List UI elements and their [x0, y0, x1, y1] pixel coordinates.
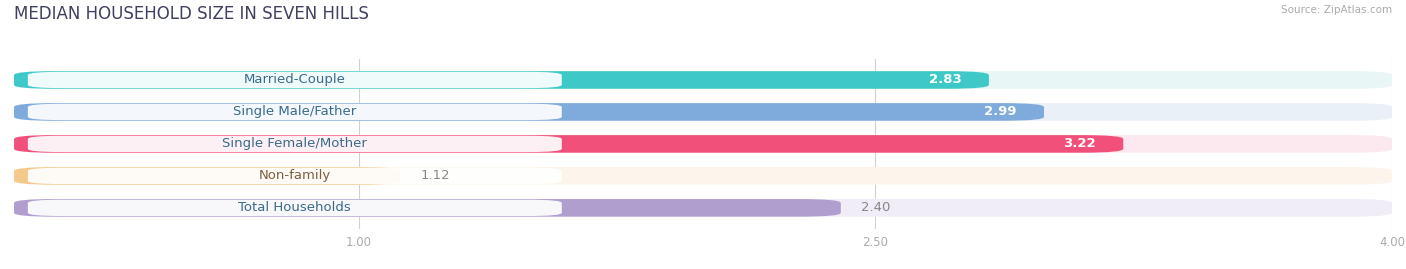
- Text: Non-family: Non-family: [259, 169, 330, 182]
- Text: Single Female/Mother: Single Female/Mother: [222, 137, 367, 150]
- FancyBboxPatch shape: [14, 199, 841, 217]
- FancyBboxPatch shape: [14, 135, 1123, 153]
- Text: MEDIAN HOUSEHOLD SIZE IN SEVEN HILLS: MEDIAN HOUSEHOLD SIZE IN SEVEN HILLS: [14, 5, 368, 23]
- Text: 3.22: 3.22: [1063, 137, 1095, 150]
- FancyBboxPatch shape: [28, 168, 562, 184]
- FancyBboxPatch shape: [14, 103, 1392, 121]
- FancyBboxPatch shape: [14, 71, 1392, 89]
- FancyBboxPatch shape: [14, 103, 1045, 121]
- Text: Source: ZipAtlas.com: Source: ZipAtlas.com: [1281, 5, 1392, 15]
- FancyBboxPatch shape: [14, 135, 1392, 153]
- Text: Married-Couple: Married-Couple: [243, 73, 346, 86]
- Text: 2.40: 2.40: [862, 201, 891, 214]
- FancyBboxPatch shape: [28, 72, 562, 88]
- FancyBboxPatch shape: [28, 200, 562, 216]
- FancyBboxPatch shape: [14, 71, 988, 89]
- FancyBboxPatch shape: [14, 167, 1392, 185]
- Text: Total Households: Total Households: [239, 201, 352, 214]
- FancyBboxPatch shape: [14, 199, 1392, 217]
- Text: 2.99: 2.99: [984, 105, 1017, 118]
- FancyBboxPatch shape: [28, 136, 562, 152]
- Text: 1.12: 1.12: [420, 169, 450, 182]
- Text: 2.83: 2.83: [928, 73, 962, 86]
- FancyBboxPatch shape: [28, 104, 562, 120]
- Text: Single Male/Father: Single Male/Father: [233, 105, 357, 118]
- FancyBboxPatch shape: [14, 167, 399, 185]
